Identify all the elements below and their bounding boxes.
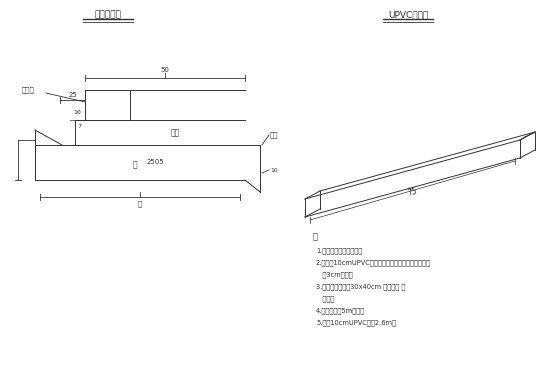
Text: 梁: 梁 [138,201,142,207]
Text: 25: 25 [68,92,77,98]
Text: 7: 7 [77,124,81,130]
Text: 10: 10 [73,110,81,115]
Text: 梁: 梁 [133,161,137,169]
Text: 铺装: 铺装 [170,128,180,138]
Text: 75: 75 [407,187,418,198]
Text: 2.路缘石10cmUPVC管，管底标高，应比桥面铺装顶面: 2.路缘石10cmUPVC管，管底标高，应比桥面铺装顶面 [316,259,431,266]
Text: 查孔。: 查孔。 [316,295,334,301]
Text: 排水槽详图: 排水槽详图 [95,11,122,19]
Text: UPVC排水管: UPVC排水管 [388,11,428,19]
Text: 1.横坡坡度按设计坡度。: 1.横坡坡度按设计坡度。 [316,247,362,254]
Text: 低3cm即可。: 低3cm即可。 [316,271,353,278]
Text: 50: 50 [161,67,170,73]
Text: 5.每根10cmUPVC管长2.6m。: 5.每根10cmUPVC管长2.6m。 [316,319,396,326]
Text: 2505: 2505 [146,159,164,165]
Text: 路缘石: 路缘石 [22,87,34,93]
Text: 3.路缘石内侧砖砌30x40cm 横向排水 检: 3.路缘石内侧砖砌30x40cm 横向排水 检 [316,283,405,289]
Text: 10: 10 [270,168,278,173]
Text: 注: 注 [313,233,318,242]
Text: 4.检查孔间距5m布置。: 4.检查孔间距5m布置。 [316,307,365,314]
Text: 桥墩: 桥墩 [270,132,278,138]
